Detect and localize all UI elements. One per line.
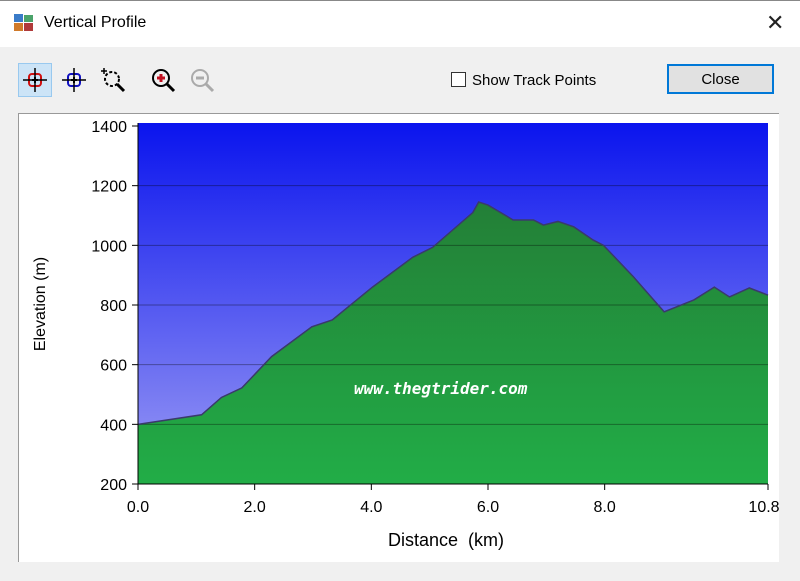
elevation-chart-svg: 200 400 600 800 1000 1200 1400 0.0 2.0 4.0 6.0 8.0 1… (32, 119, 780, 550)
x-tick-label: 0.0 (127, 499, 149, 516)
show-track-points-label[interactable]: Show Track Points (472, 72, 597, 89)
show-track-points-checkbox[interactable] (451, 72, 466, 87)
y-tick-label: 800 (100, 298, 127, 315)
x-tick-label: 2.0 (244, 499, 266, 516)
zoom-region-tool-button[interactable] (96, 63, 130, 97)
zoom-out-icon (191, 69, 215, 93)
crosshair-red-tool-button[interactable] (18, 63, 52, 97)
y-tick-label: 200 (100, 477, 127, 494)
title-bar: Vertical Profile ✕ (0, 0, 800, 47)
window-title: Vertical Profile (44, 14, 147, 31)
zoom-region-icon (101, 68, 126, 93)
y-tick-label: 1000 (91, 238, 127, 255)
watermark: www.thegtrider.com (354, 379, 528, 398)
window-close-icon[interactable]: ✕ (766, 10, 785, 35)
crosshair-blue-tool-button[interactable] (57, 63, 91, 97)
x-axis-label: Distance (km) (388, 530, 504, 550)
crosshair-red-icon (23, 68, 47, 92)
x-tick-label: 4.0 (360, 499, 382, 516)
elevation-line (137, 201, 769, 426)
y-tick-label: 1400 (91, 119, 127, 136)
x-tick-label: 6.0 (477, 499, 499, 516)
y-tick-label: 400 (100, 417, 127, 434)
x-tick-label: 10.8 (748, 499, 779, 516)
elevation-chart: 200 400 600 800 1000 1200 1400 0.0 2.0 4.0 6.0 8.0 1… (18, 113, 780, 562)
y-axis-label: Elevation (m) (32, 257, 49, 351)
y-tick-label: 600 (100, 358, 127, 375)
elevation-area (138, 202, 768, 484)
y-tick-label: 1200 (91, 179, 127, 196)
zoom-out-button[interactable] (185, 63, 219, 97)
zoom-in-button[interactable] (146, 63, 180, 97)
x-tick-label: 8.0 (594, 499, 616, 516)
app-icon (14, 14, 33, 31)
crosshair-blue-icon (62, 68, 86, 92)
zoom-in-icon (152, 69, 176, 93)
close-button[interactable]: Close (667, 64, 774, 94)
